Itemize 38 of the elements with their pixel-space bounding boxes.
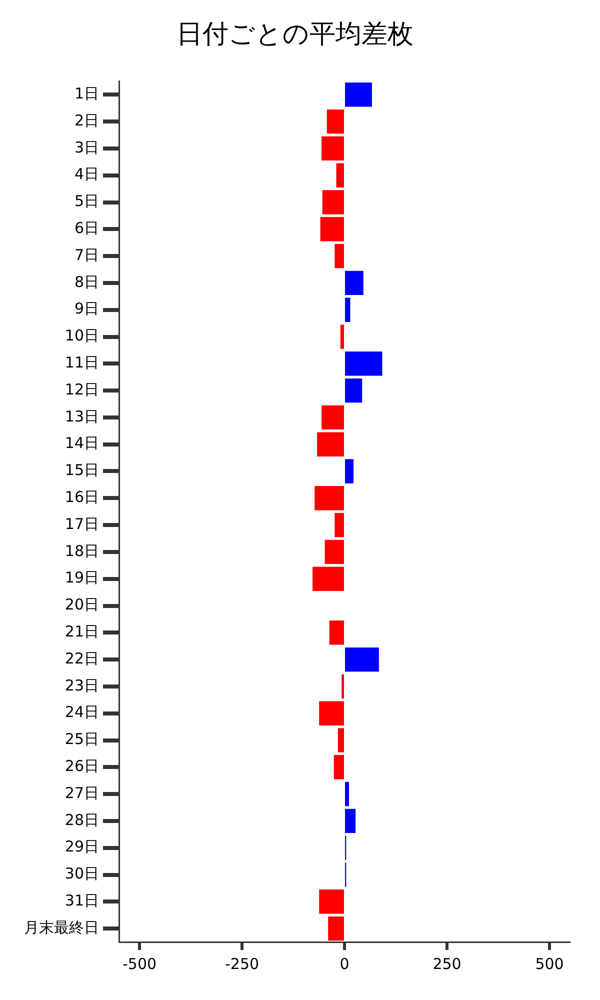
y-tick-label: 27日 <box>64 784 99 802</box>
y-tick-label: 25日 <box>64 730 99 748</box>
y-tick-label: 19日 <box>64 568 99 587</box>
x-tick-label: -500 <box>122 954 157 973</box>
y-tick-label: 6日 <box>74 219 99 238</box>
y-tick-label: 10日 <box>64 326 99 345</box>
y-tick-label: 29日 <box>64 838 99 856</box>
x-tick-label: -250 <box>224 954 260 973</box>
y-tick-label: 3日 <box>74 138 99 156</box>
x-tick-label: 250 <box>432 954 462 973</box>
y-tick-label: 18日 <box>64 542 99 560</box>
y-tick-label: 月末最終日 <box>24 918 99 936</box>
y-tick-label: 20日 <box>64 596 99 614</box>
chart-title: 日付ごとの平均差枚 <box>176 19 414 50</box>
y-tick-label: 12日 <box>64 380 99 398</box>
x-tick-label: 500 <box>535 954 564 973</box>
y-tick-label: 7日 <box>74 246 99 264</box>
y-tick-label: 9日 <box>74 300 99 318</box>
y-tick-label: 16日 <box>64 488 99 506</box>
y-tick-label: 15日 <box>64 461 99 480</box>
y-tick-label: 13日 <box>64 407 99 426</box>
y-tick-label: 24日 <box>64 703 99 722</box>
y-tick-label: 22日 <box>64 649 99 668</box>
y-tick-label: 2日 <box>74 111 99 130</box>
y-tick-label: 14日 <box>64 434 99 452</box>
y-tick-label: 21日 <box>64 622 99 641</box>
y-tick-label: 1日 <box>74 84 99 103</box>
y-tick-label: 11日 <box>64 354 99 372</box>
y-tick-label: 8日 <box>74 272 99 291</box>
y-tick-label: 31日 <box>64 892 99 910</box>
y-tick-label: 4日 <box>74 165 99 184</box>
x-tick-label: 0 <box>340 954 350 973</box>
y-tick-label: 30日 <box>64 864 99 883</box>
y-tick-label: 23日 <box>64 676 99 694</box>
y-tick-label: 17日 <box>64 514 99 533</box>
y-tick-label: 5日 <box>74 192 99 210</box>
y-tick-label: 26日 <box>64 757 99 776</box>
y-tick-label: 28日 <box>64 810 99 829</box>
